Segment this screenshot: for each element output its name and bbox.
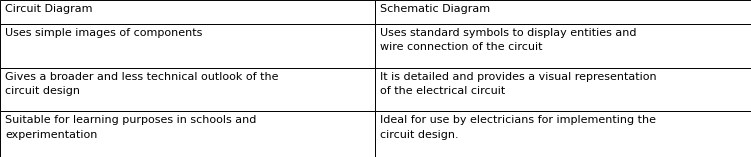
Text: Uses standard symbols to display entities and
wire connection of the circuit: Uses standard symbols to display entitie… <box>380 28 636 52</box>
Text: Uses simple images of components: Uses simple images of components <box>5 28 202 38</box>
Bar <box>375 68 751 111</box>
Text: Gives a broader and less technical outlook of the
circuit design: Gives a broader and less technical outlo… <box>5 72 279 96</box>
Bar <box>0 0 375 24</box>
Bar <box>375 24 751 68</box>
Text: Circuit Diagram: Circuit Diagram <box>5 4 92 14</box>
Text: Schematic Diagram: Schematic Diagram <box>380 4 490 14</box>
Bar <box>375 0 751 24</box>
Text: Suitable for learning purposes in schools and
experimentation: Suitable for learning purposes in school… <box>5 115 256 140</box>
Bar <box>375 111 751 157</box>
Bar <box>0 24 375 68</box>
Bar <box>0 68 375 111</box>
Text: Ideal for use by electricians for implementing the
circuit design.: Ideal for use by electricians for implem… <box>380 115 656 140</box>
Text: It is detailed and provides a visual representation
of the electrical circuit: It is detailed and provides a visual rep… <box>380 72 656 96</box>
Bar <box>0 111 375 157</box>
